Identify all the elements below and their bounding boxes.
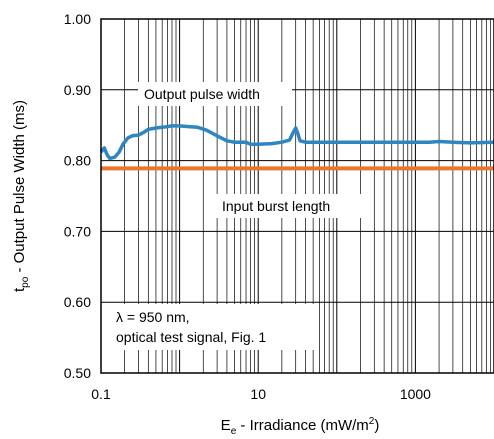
y-tick-label: 0.70 <box>64 223 91 239</box>
y-tick-label: 0.80 <box>64 153 91 169</box>
input-label-box <box>216 194 362 218</box>
y-tick-label: 0.90 <box>64 82 91 98</box>
x-axis-title: Ee - Irradiance (mW/m2) <box>221 416 380 437</box>
output-pulse-width-line <box>99 124 494 161</box>
x-tick-label: 1000 <box>400 386 431 402</box>
y-tick-label: 0.60 <box>64 294 91 310</box>
wavelength-label: λ = 950 nm, <box>116 309 190 325</box>
output-pulse-width-label: Output pulse width <box>144 86 260 102</box>
output-label-box <box>138 82 292 106</box>
plot-frame <box>100 18 494 374</box>
y-tick-labels: 0.50 0.60 0.70 0.80 0.90 1.00 <box>64 11 91 381</box>
test-signal-label: optical test signal, Fig. 1 <box>116 329 266 345</box>
y-axis-title: tpo - Output Pulse Width (ms) <box>11 100 31 292</box>
y-tick-label: 1.00 <box>64 11 91 27</box>
x-tick-labels: 0.1 10 1000 <box>91 386 431 402</box>
x-tick-label: 10 <box>250 386 266 402</box>
test-condition-box <box>104 304 316 350</box>
series-layer <box>99 124 494 171</box>
input-burst-length-label: Input burst length <box>222 198 330 214</box>
y-tick-label: 0.50 <box>64 365 91 381</box>
x-tick-label: 0.1 <box>91 386 111 402</box>
